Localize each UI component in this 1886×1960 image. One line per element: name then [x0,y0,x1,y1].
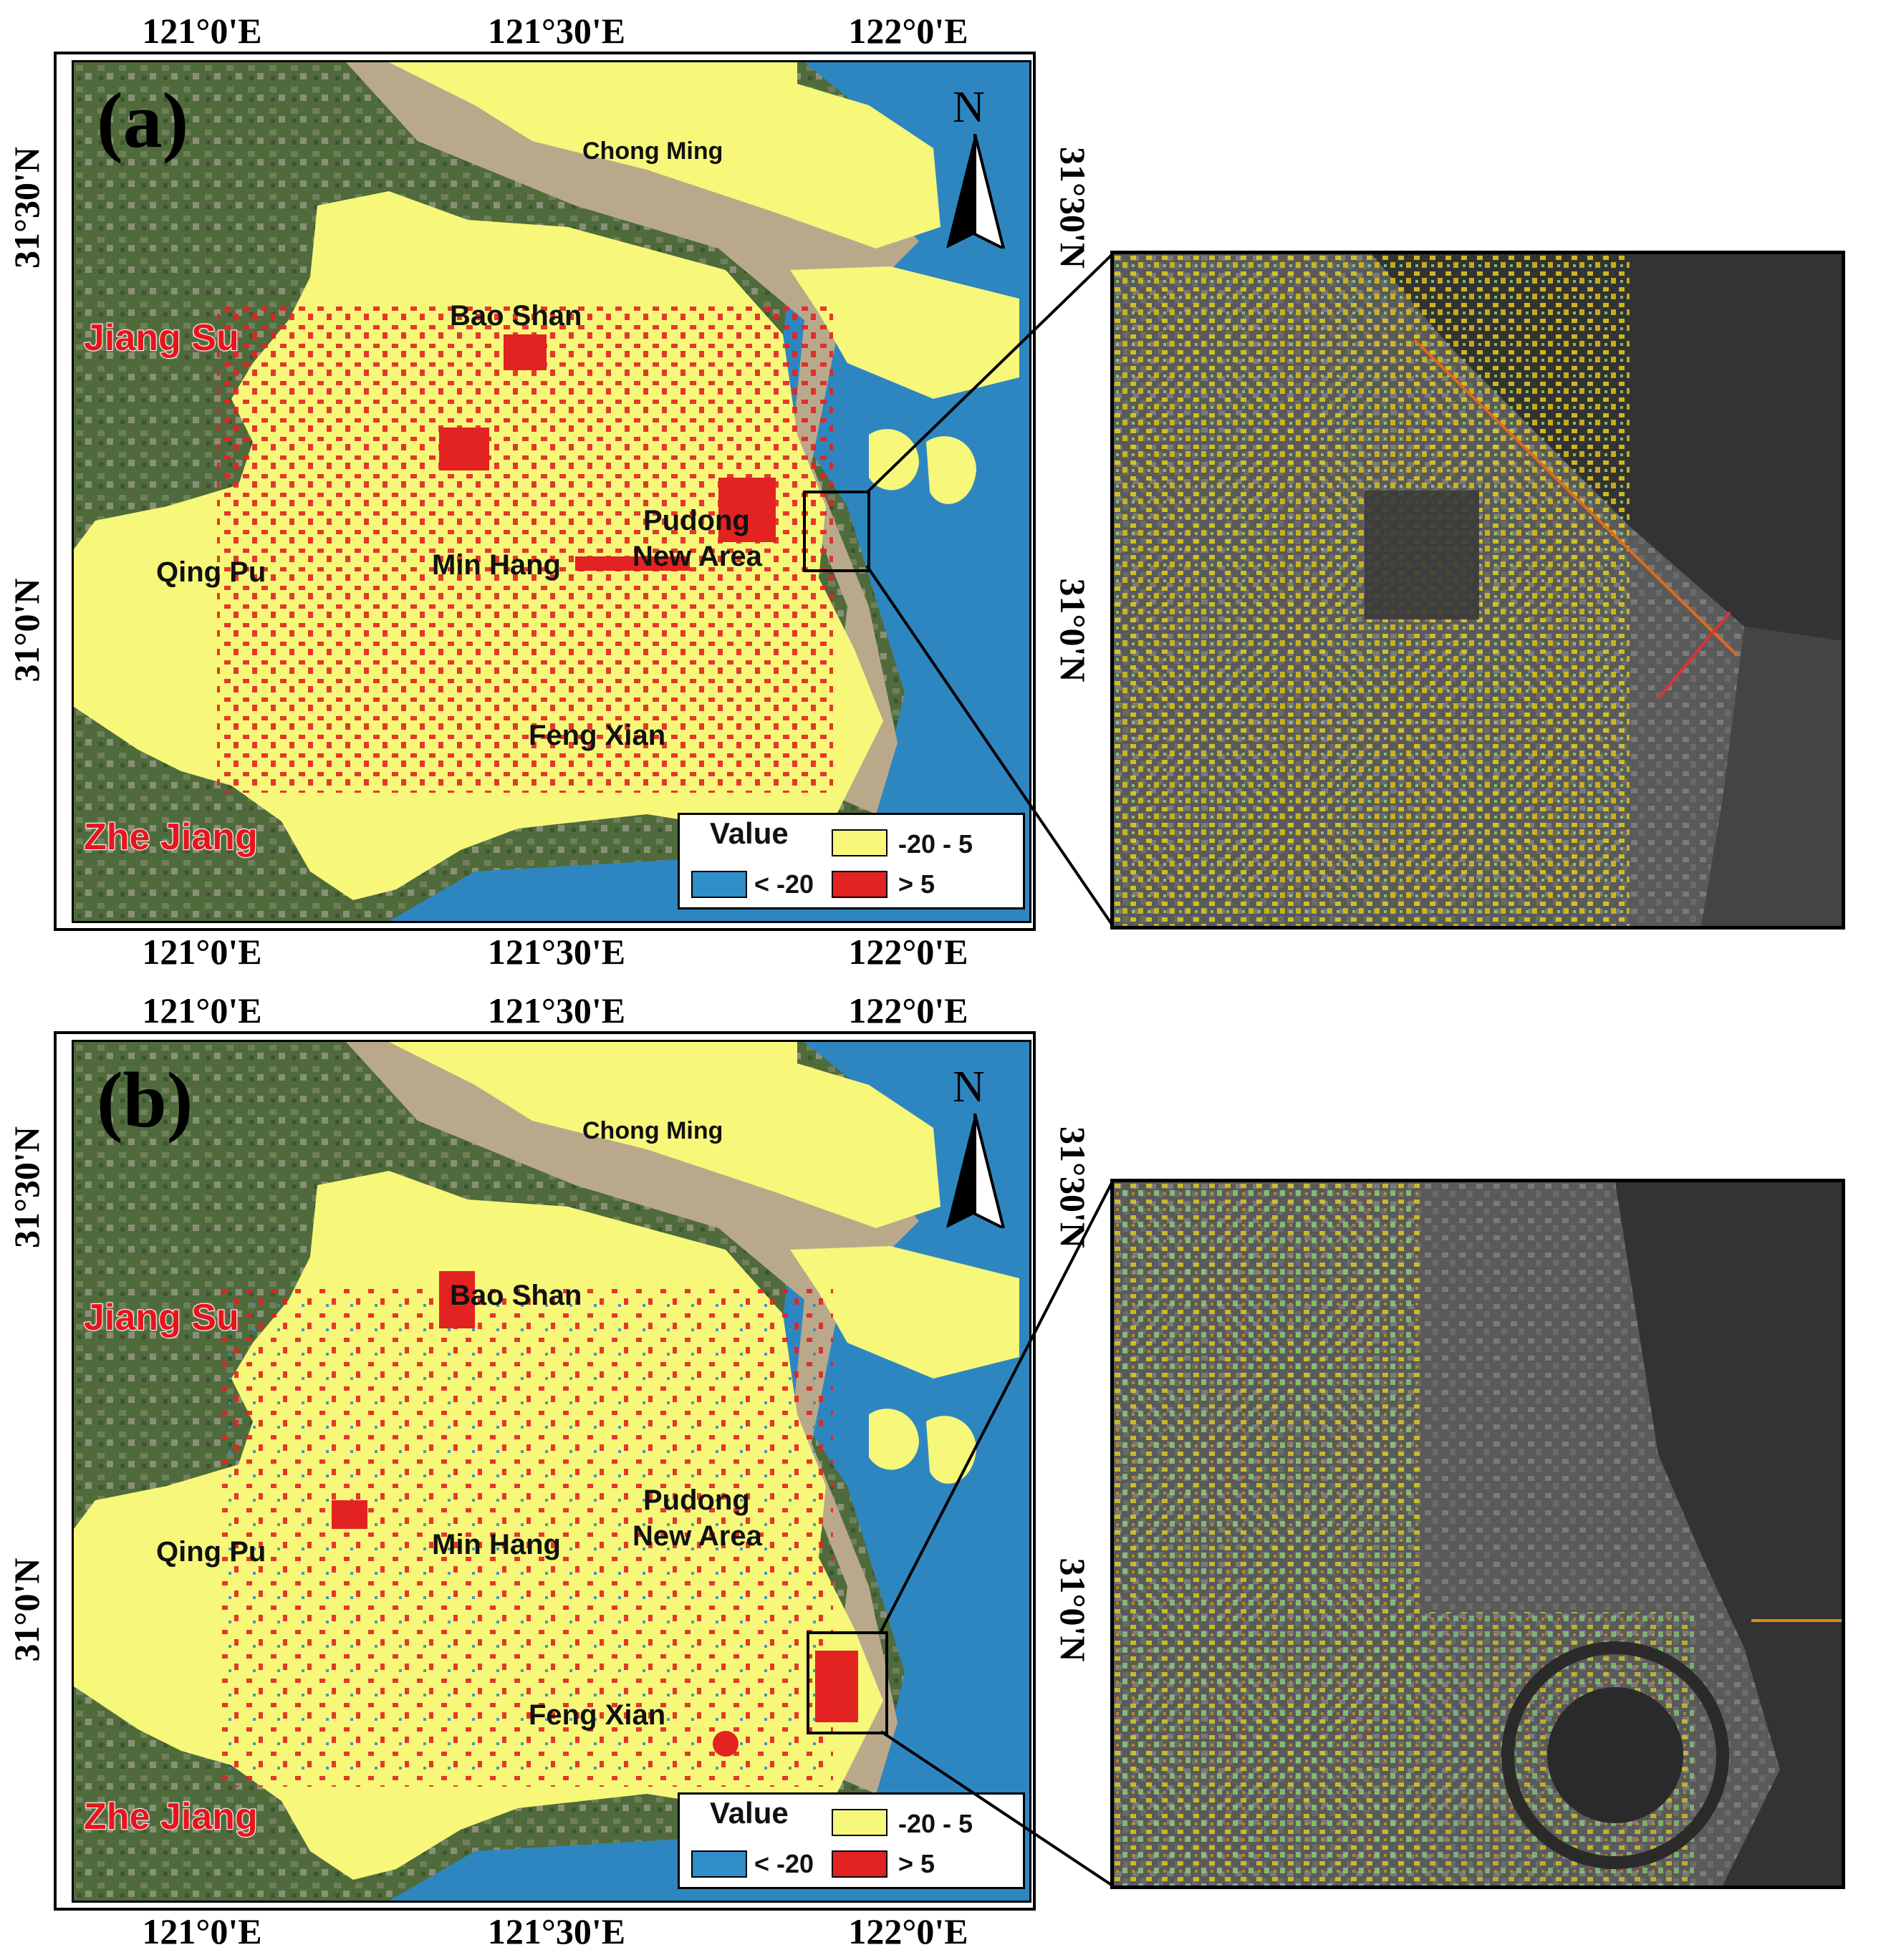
province-zhe-jiang: Zhe Jiang [83,1795,259,1838]
bottom-tick-label: 121°30'E [487,932,626,972]
top-tick-label: 121°30'E [487,11,626,51]
panel-letter-b: (b) [97,1056,193,1144]
province-jiang-su: Jiang Su [83,317,240,359]
legend-title: Value [710,816,789,850]
legend-label-low: < -20 [754,869,814,899]
place-feng-xian: Feng Xian [529,720,666,751]
place-pudong: Pudong [643,505,750,536]
place-chong-ming: Chong Ming [582,137,723,165]
legend-label-low: < -20 [754,1849,814,1878]
place-new-area: New Area [632,1520,762,1552]
legend: Value -20 - 5 < -20 > 5 [678,813,1025,909]
place-feng-xian: Feng Xian [529,1699,666,1731]
zoom-connector [880,1181,1114,1887]
panel-letter-a: (a) [97,77,189,164]
place-bao-shan: Bao Shan [450,1280,582,1311]
shanghai-map-a [74,62,1029,921]
panel-a: 121°0'E 121°30'E 122°0'E 31°30'N 31°0'N … [6,11,1845,972]
legend-swatch-high [832,871,887,898]
legend-swatch-low [691,1850,747,1878]
top-tick-label: 121°0'E [142,11,262,51]
top-tick-label: 121°30'E [487,990,626,1030]
legend-label-mid: -20 - 5 [898,1809,973,1838]
panel-b: 121°0'E 121°30'E 122°0'E 31°30'N 31°0'N … [0,980,1886,1959]
place-new-area: New Area [632,541,762,572]
legend-label-high: > 5 [898,1849,935,1878]
bottom-tick-label: 121°0'E [142,932,262,972]
place-min-hang: Min Hang [432,549,561,581]
legend-label-high: > 5 [898,869,935,899]
map-outer-frame [54,52,1036,931]
place-chong-ming: Chong Ming [582,1117,723,1144]
zoom-inset-b [1110,1179,1845,1889]
province-zhe-jiang: Zhe Jiang [83,816,259,859]
zoom-connector [865,253,1114,927]
map-frame: (b) N Chong Ming Bao Shan Qing Pu Min Ha… [72,1040,1031,1903]
inset-image-b [1114,1182,1842,1886]
north-arrow-icon [946,134,1006,248]
legend-title: Value [710,1796,789,1830]
bottom-tick-label: 121°30'E [487,1911,626,1951]
legend: Value -20 - 5 < -20 > 5 [678,1792,1025,1889]
legend-swatch-high [832,1850,887,1878]
place-qing-pu: Qing Pu [156,556,266,588]
north-label: N [953,83,985,132]
zoom-inset-a [1110,251,1845,930]
top-tick-label: 122°0'E [848,11,968,51]
place-qing-pu: Qing Pu [156,1536,266,1568]
top-tick-label: 121°0'E [142,990,262,1030]
place-pudong: Pudong [643,1485,750,1516]
place-min-hang: Min Hang [432,1529,561,1560]
inset-image-a [1114,254,1842,926]
bottom-tick-label: 122°0'E [848,1911,968,1951]
bottom-tick-label: 122°0'E [848,932,968,972]
north-arrow-icon [946,1114,1006,1228]
map-frame: (a) N Chong Ming Bao Shan Qing Pu Min Ha… [72,60,1031,923]
top-tick-label: 122°0'E [848,990,968,1030]
province-jiang-su: Jiang Su [83,1296,240,1339]
legend-swatch-low [691,871,747,898]
north-label: N [953,1063,985,1111]
map-outer-frame [54,1031,1036,1911]
legend-swatch-mid [832,829,887,856]
bottom-tick-label: 121°0'E [142,1911,262,1951]
legend-swatch-mid [832,1809,887,1836]
place-bao-shan: Bao Shan [450,300,582,332]
shanghai-map-b [74,1042,1029,1901]
legend-label-mid: -20 - 5 [898,829,973,859]
